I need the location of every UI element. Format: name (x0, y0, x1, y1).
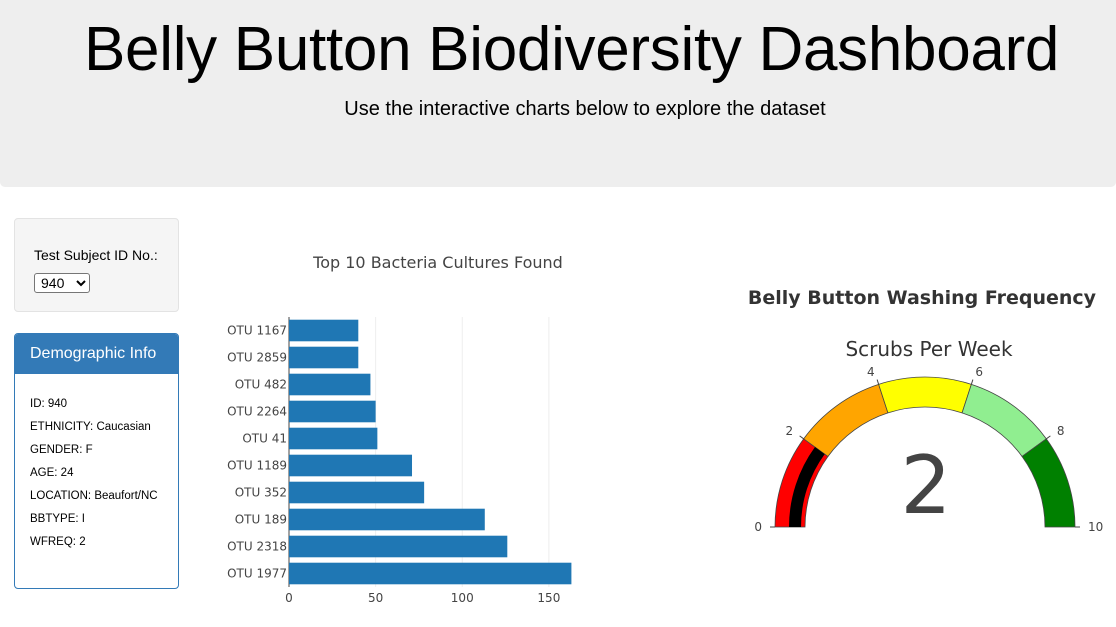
bar-chart-category-label: OTU 352 (235, 486, 287, 500)
bar-chart-category-label: OTU 482 (235, 378, 287, 392)
gauge-tick-mark (876, 379, 880, 385)
bar-chart-bar (289, 481, 425, 504)
gauge-tick-label: 2 (785, 424, 793, 438)
gauge-subtitle: Scrubs Per Week (845, 337, 1013, 361)
demographic-panel-body: ID: 940 ETHNICITY: Caucasian GENDER: F A… (15, 374, 178, 549)
gauge-tick-mark (970, 379, 974, 385)
bar-chart-bar (289, 346, 359, 369)
demographic-row: GENDER: F (30, 444, 93, 456)
bar-chart-category-label: OTU 1977 (227, 567, 287, 581)
bar-chart-category-label: OTU 1167 (227, 324, 287, 338)
gauge-value-number: 2 (901, 439, 952, 532)
gauge-tick-label: 4 (867, 365, 875, 379)
bar-chart-bar (289, 319, 359, 342)
demographic-row: LOCATION: Beaufort/NC (30, 490, 158, 502)
bar-chart-title: Top 10 Bacteria Cultures Found (312, 253, 563, 272)
gauge-tick-mark (799, 435, 804, 440)
gauge-value-bar (789, 447, 825, 527)
subject-id-dropdown[interactable]: 940 (34, 273, 90, 293)
bar-chart-x-tick: 100 (451, 591, 474, 605)
gauge-step-band (803, 383, 889, 458)
bar-chart-bar (289, 535, 508, 558)
gauge-tick-label: 10 (1088, 520, 1103, 534)
bar-chart-category-label: OTU 2264 (227, 405, 287, 419)
demographic-row: WFREQ: 2 (30, 536, 86, 548)
bar-chart-bar (289, 508, 485, 531)
bar-chart-x-tick: 0 (285, 591, 293, 605)
bar-chart-category-label: OTU 2318 (227, 540, 287, 554)
demographic-panel: Demographic Info ID: 940 ETHNICITY: Cauc… (14, 333, 179, 589)
subject-selector-well: Test Subject ID No.: 940 (14, 218, 179, 312)
bar-chart-category-label: OTU 2859 (227, 351, 287, 365)
page-title: Belly Button Biodiversity Dashboard (84, 15, 1060, 84)
header-jumbotron: Belly Button Biodiversity Dashboard Use … (0, 0, 1116, 187)
page-subtitle: Use the interactive charts below to expl… (344, 98, 826, 120)
gauge-tick-mark (1046, 435, 1051, 440)
bar-chart-x-tick: 150 (537, 591, 560, 605)
gauge-tick-label: 0 (754, 520, 762, 534)
gauge-tick-label: 8 (1057, 424, 1065, 438)
demographic-row: ID: 940 (30, 398, 68, 410)
bar-chart-category-label: OTU 41 (242, 432, 287, 446)
demographic-row: AGE: 24 (30, 467, 74, 479)
bar-chart[interactable]: Top 10 Bacteria Cultures Found 0 50 100 150 O… (0, 0, 640, 627)
gauge-step-band (961, 383, 1047, 458)
gauge-step-band (774, 438, 829, 528)
gauge-title: Belly Button Washing Frequency (748, 287, 1097, 309)
gauge-step-band (878, 376, 972, 414)
bar-chart-bar (289, 454, 413, 477)
bar-chart-category-label: OTU 189 (235, 513, 287, 527)
gauge-tick-label: 6 (975, 365, 983, 379)
bar-chart-bar (289, 562, 572, 585)
subject-selector-label: Test Subject ID No.: (34, 247, 158, 263)
demographic-panel-heading: Demographic Info (15, 334, 178, 374)
bar-chart-x-tick: 50 (368, 591, 383, 605)
gauge-step-band (1021, 438, 1076, 528)
bar-chart-bar (289, 400, 376, 423)
bar-chart-bar (289, 373, 371, 396)
demographic-row: BBTYPE: I (30, 513, 85, 525)
demographic-row: ETHNICITY: Caucasian (30, 421, 151, 433)
bar-chart-category-label: OTU 1189 (227, 459, 287, 473)
bar-chart-bar (289, 427, 378, 450)
